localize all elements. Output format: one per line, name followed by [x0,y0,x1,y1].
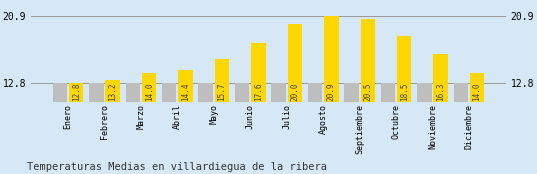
Bar [162,83,177,102]
Bar [433,54,448,102]
Text: 20.5: 20.5 [363,83,372,101]
Text: Temperaturas Medias en villardiegua de la ribera: Temperaturas Medias en villardiegua de l… [27,162,327,172]
Text: 20.9: 20.9 [327,83,336,101]
Bar [215,59,229,102]
Bar [417,83,432,102]
Bar [324,16,338,102]
Bar [308,83,322,102]
Bar [344,83,359,102]
Bar [199,83,213,102]
Bar [251,44,266,102]
Bar [397,36,411,102]
Bar [142,73,156,102]
Text: 17.6: 17.6 [254,83,263,101]
Bar [105,80,120,102]
Text: 15.7: 15.7 [217,83,227,101]
Text: 14.0: 14.0 [144,83,154,101]
Bar [271,83,286,102]
Text: 14.0: 14.0 [473,83,482,101]
Bar [381,83,395,102]
Bar [235,83,249,102]
Text: 13.2: 13.2 [108,83,117,101]
Bar [454,83,468,102]
Bar [89,83,104,102]
Text: 14.4: 14.4 [181,83,190,101]
Text: 18.5: 18.5 [400,83,409,101]
Bar [126,83,140,102]
Bar [288,23,302,102]
Bar [53,83,67,102]
Text: 20.0: 20.0 [291,83,300,101]
Bar [360,19,375,102]
Bar [470,73,484,102]
Bar [69,83,83,102]
Bar [178,70,193,102]
Text: 16.3: 16.3 [436,83,445,101]
Text: 12.8: 12.8 [72,83,81,101]
